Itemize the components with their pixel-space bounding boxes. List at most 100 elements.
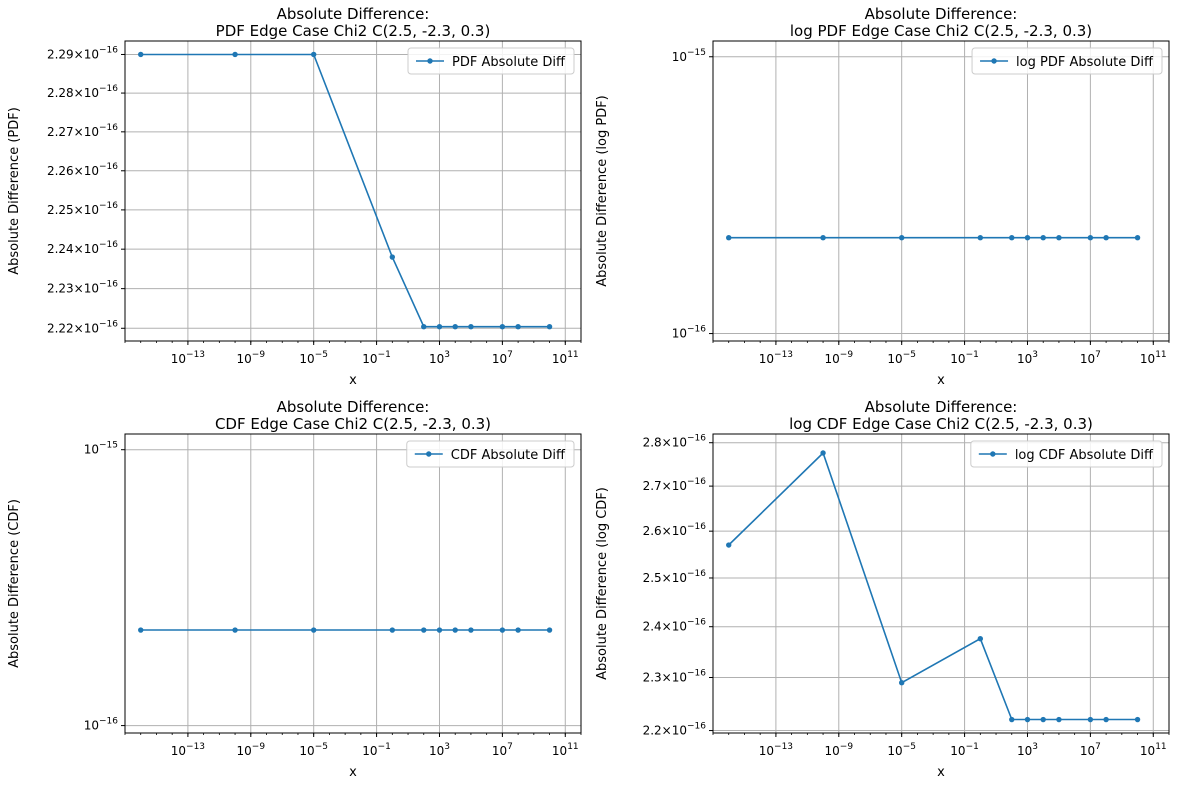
- x-axis-label: x: [349, 373, 357, 388]
- y-tick-label: 2.24×10−16: [47, 240, 118, 256]
- data-point: [436, 627, 443, 633]
- data-point: [1009, 716, 1015, 723]
- y-tick-label: 2.23×10−16: [47, 280, 118, 296]
- data-point: [1087, 234, 1094, 241]
- data-point: [389, 254, 396, 260]
- data-point: [1056, 234, 1062, 241]
- series-line: [140, 53, 550, 328]
- x-tick-label: 10−5: [299, 742, 328, 758]
- legend-label: log PDF Absolute Diff: [1016, 55, 1154, 70]
- x-tick-label: 10−5: [299, 350, 328, 366]
- data-point: [232, 627, 238, 633]
- y-tick-label: 2.28×10−16: [47, 84, 118, 100]
- grid: [713, 41, 1169, 341]
- data-point: [1040, 234, 1046, 241]
- y-tick-label: 10−15: [672, 48, 706, 64]
- x-tick-label: 10−9: [237, 350, 266, 366]
- data-point: [468, 323, 474, 330]
- x-tick-label: 107: [492, 350, 513, 366]
- legend-label: PDF Absolute Diff: [452, 55, 566, 70]
- y-axis-label: Absolute Difference (CDF): [7, 499, 22, 668]
- x-axis-label: x: [349, 765, 357, 780]
- legend-label: CDF Absolute Diff: [451, 448, 566, 463]
- subplot-1: 10−13 10−9 10−5 10−1 103 107 1011 2.29×10−16 2.2…: [7, 5, 582, 388]
- grid: [713, 434, 1169, 733]
- chart-title: Absolute Difference:: [865, 5, 1018, 23]
- y-tick-label: 10−16: [84, 717, 119, 733]
- data-point: [1024, 234, 1031, 241]
- series-line: [728, 451, 1138, 721]
- chart-subtitle: log CDF Edge Case Chi2 C(2.5, -2.3, 0.3): [789, 415, 1093, 433]
- data-point: [1134, 234, 1141, 241]
- x-tick-label: 10−13: [759, 742, 793, 758]
- axes-frame: [712, 40, 1170, 342]
- y-tick-label: 2.7×10−16: [643, 477, 707, 493]
- x-tick-label: 10−13: [171, 350, 205, 366]
- data-point: [898, 679, 905, 686]
- x-axis-label: x: [937, 765, 945, 780]
- x-tick-label: 107: [1080, 350, 1101, 366]
- data-point: [726, 234, 732, 241]
- data-point: [310, 51, 317, 58]
- legend-marker: [426, 451, 432, 457]
- legend-marker: [427, 58, 433, 64]
- x-tick-label: 10−5: [887, 350, 916, 366]
- data-point: [1134, 716, 1141, 723]
- data-point: [138, 51, 144, 58]
- y-tick-label: 2.4×10−16: [643, 618, 707, 634]
- subplot-3: 10−13 10−9 10−5 10−1 103 107 1011 10−15 10−16 Abs…: [7, 398, 582, 780]
- data-point: [515, 627, 521, 633]
- x-tick-label: 10−13: [171, 742, 205, 758]
- axes-frame: [124, 433, 582, 734]
- axes-frame: [712, 433, 1170, 734]
- data-point: [452, 627, 458, 633]
- x-tick-label: 10−9: [825, 742, 854, 758]
- data-point: [726, 542, 732, 548]
- x-tick-label: 103: [1017, 350, 1038, 366]
- x-tick-label: 1011: [1140, 742, 1167, 758]
- y-axis-label: Absolute Difference (log PDF): [595, 95, 610, 287]
- x-tick-label: 10−5: [887, 742, 916, 758]
- grid: [125, 434, 581, 733]
- subplot-2: 10−13 10−9 10−5 10−1 103 107 1011 10−15 10−16 Abs…: [595, 5, 1170, 388]
- legend-box: [971, 47, 1163, 75]
- x-tick-label: 1011: [552, 350, 579, 366]
- x-tick-label: 10−1: [362, 350, 391, 366]
- subplot-4: 10−13 10−9 10−5 10−1 103 107 1011 2.8×10−16 2.7×…: [595, 398, 1170, 780]
- data-point: [515, 323, 521, 330]
- data-point: [977, 635, 984, 642]
- grid: [125, 41, 581, 341]
- x-tick-label: 103: [429, 350, 450, 366]
- legend: CDF Absolute Diff: [406, 440, 575, 468]
- x-tick-label: 10−1: [950, 742, 979, 758]
- data-point: [421, 323, 427, 330]
- data-point: [452, 323, 458, 330]
- data-point: [898, 234, 905, 241]
- y-tick-label: 2.2×10−16: [643, 722, 707, 738]
- data-point: [499, 627, 506, 633]
- chart-title: Absolute Difference:: [865, 398, 1018, 416]
- legend-box: [970, 440, 1163, 468]
- data-point: [820, 450, 826, 456]
- legend-label: log CDF Absolute Diff: [1015, 448, 1154, 463]
- x-tick-label: 103: [1017, 742, 1038, 758]
- data-point: [546, 323, 553, 330]
- x-tick-label: 10−13: [759, 350, 793, 366]
- x-tick-label: 1011: [1140, 350, 1167, 366]
- chart-title: Absolute Difference:: [277, 398, 430, 416]
- data-point: [232, 51, 238, 58]
- legend-box: [407, 47, 575, 75]
- x-tick-label: 1011: [552, 742, 579, 758]
- y-tick-label: 10−15: [84, 441, 118, 457]
- data-point: [389, 627, 396, 633]
- legend-marker: [990, 451, 996, 457]
- data-point: [546, 627, 553, 633]
- chart-subtitle: PDF Edge Case Chi2 C(2.5, -2.3, 0.3): [216, 22, 491, 40]
- y-tick-label: 2.29×10−16: [47, 45, 118, 61]
- data-point: [820, 234, 826, 241]
- x-tick-label: 107: [492, 742, 513, 758]
- legend-box: [406, 440, 575, 468]
- data-point: [138, 627, 144, 633]
- legend-marker: [991, 58, 997, 64]
